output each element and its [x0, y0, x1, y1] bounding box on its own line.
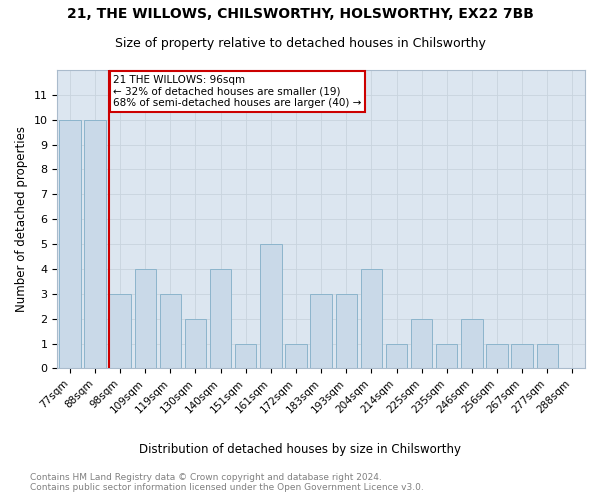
Bar — [335, 294, 357, 368]
Bar — [210, 269, 232, 368]
Text: Contains HM Land Registry data © Crown copyright and database right 2024.
Contai: Contains HM Land Registry data © Crown c… — [30, 472, 424, 492]
Text: Size of property relative to detached houses in Chilsworthy: Size of property relative to detached ho… — [115, 38, 485, 51]
Bar — [134, 269, 156, 368]
Bar — [160, 294, 181, 368]
Bar — [185, 318, 206, 368]
Bar — [361, 269, 382, 368]
Bar — [286, 344, 307, 368]
Text: 21 THE WILLOWS: 96sqm
← 32% of detached houses are smaller (19)
68% of semi-deta: 21 THE WILLOWS: 96sqm ← 32% of detached … — [113, 75, 362, 108]
Bar — [235, 344, 256, 368]
Bar — [260, 244, 281, 368]
Bar — [487, 344, 508, 368]
Bar — [436, 344, 457, 368]
Bar — [310, 294, 332, 368]
Text: Distribution of detached houses by size in Chilsworthy: Distribution of detached houses by size … — [139, 442, 461, 456]
Y-axis label: Number of detached properties: Number of detached properties — [15, 126, 28, 312]
Bar — [109, 294, 131, 368]
Bar — [84, 120, 106, 368]
Bar — [59, 120, 80, 368]
Bar — [511, 344, 533, 368]
Bar — [411, 318, 433, 368]
Bar — [536, 344, 558, 368]
Text: 21, THE WILLOWS, CHILSWORTHY, HOLSWORTHY, EX22 7BB: 21, THE WILLOWS, CHILSWORTHY, HOLSWORTHY… — [67, 8, 533, 22]
Bar — [386, 344, 407, 368]
Bar — [461, 318, 482, 368]
